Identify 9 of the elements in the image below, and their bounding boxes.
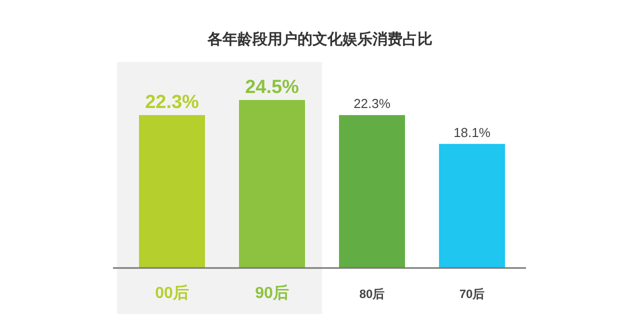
x-tick-label: 90后: [255, 284, 289, 302]
data-label: 24.5%: [245, 77, 300, 98]
x-tick-label: 70后: [459, 287, 485, 301]
data-label: 22.3%: [145, 92, 200, 114]
x-tick-label: 80后: [359, 287, 385, 301]
x-tick-label: 00后: [155, 284, 189, 302]
data-label: 18.1%: [454, 124, 491, 140]
chart-title: 各年龄段用户的文化娱乐消费占比: [206, 30, 432, 48]
data-label: 22.3%: [354, 96, 391, 112]
